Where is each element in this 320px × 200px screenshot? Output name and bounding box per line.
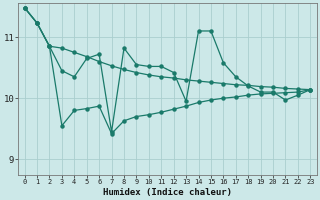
X-axis label: Humidex (Indice chaleur): Humidex (Indice chaleur) [103, 188, 232, 197]
